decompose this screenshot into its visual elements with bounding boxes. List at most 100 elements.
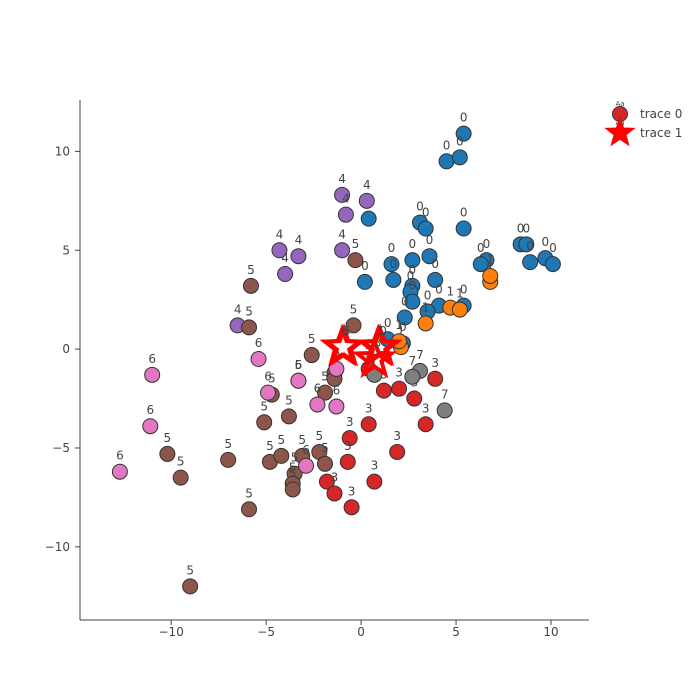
data-point [317, 384, 334, 401]
data-label: 0 [435, 283, 443, 297]
data-label: 0 [526, 239, 534, 253]
data-label: 5 [245, 486, 253, 500]
data-point [326, 485, 343, 502]
data-point [406, 390, 423, 407]
data-point [421, 248, 438, 265]
data-label: 5 [289, 461, 297, 475]
data-label: 5 [298, 433, 306, 447]
data-point [303, 347, 320, 364]
data-point [182, 578, 199, 595]
data-point [144, 366, 161, 383]
data-label: 6 [333, 383, 341, 397]
data-label: 0 [388, 241, 396, 255]
x-tick-label: −10 [159, 625, 184, 639]
x-tick-label: 10 [543, 625, 558, 639]
data-label: 1 [486, 253, 494, 267]
data-label: 0 [401, 294, 409, 308]
data-point [347, 252, 364, 269]
data-label: 5 [224, 437, 232, 451]
data-label: 4 [342, 192, 350, 206]
y-tick-label: 10 [55, 144, 70, 158]
data-label: 1 [422, 300, 430, 314]
data-point [522, 254, 539, 271]
data-point [334, 242, 351, 259]
data-point [290, 372, 307, 389]
data-point [317, 455, 334, 472]
data-label: 5 [285, 393, 293, 407]
legend-label: trace 1 [640, 126, 682, 140]
y-tick-label: 0 [62, 342, 70, 356]
star-point [319, 323, 365, 367]
data-label: 5 [247, 263, 255, 277]
data-label: 0 [477, 241, 485, 255]
data-label: 1 [447, 285, 455, 299]
data-point [142, 418, 159, 435]
data-point [309, 396, 326, 413]
data-label: 0 [384, 316, 392, 330]
data-point [396, 309, 413, 326]
data-label: 5 [315, 429, 323, 443]
data-point [273, 447, 290, 464]
data-label: 0 [443, 138, 451, 152]
data-label: 0 [517, 221, 525, 235]
star-point [355, 323, 401, 367]
data-label: 5 [289, 467, 297, 481]
data-label: 4 [338, 227, 346, 241]
data-label: 7 [441, 387, 449, 401]
data-point [111, 463, 128, 480]
data-label: 0 [407, 269, 415, 283]
data-label: 0 [523, 221, 531, 235]
legend-text-symbol: Aa [615, 119, 624, 127]
legend: Aa trace 0 Aa trace 1 [604, 100, 682, 147]
data-point [427, 370, 444, 387]
data-point [391, 380, 408, 397]
data-label: 6 [146, 403, 154, 417]
data-label: 4 [363, 178, 371, 192]
data-label: 5 [350, 302, 358, 316]
data-point [472, 256, 489, 273]
data-point [436, 402, 453, 419]
data-point [159, 445, 176, 462]
data-label: 0 [422, 206, 430, 220]
data-label: 4 [276, 227, 284, 241]
data-point [250, 351, 267, 368]
data-point [220, 451, 237, 468]
data-point [298, 457, 315, 474]
data-point [417, 416, 434, 433]
data-point [451, 149, 468, 166]
data-label: 1 [395, 318, 403, 332]
data-label: 1 [456, 287, 464, 301]
data-label: 3 [393, 429, 401, 443]
data-point [360, 416, 377, 433]
data-point [451, 301, 468, 318]
plot-area: 0000000000000000000000000000011111113333… [111, 111, 561, 595]
data-label: 5 [268, 372, 276, 386]
data-label: 0 [424, 289, 432, 303]
data-point [482, 267, 499, 284]
data-label: 3 [422, 401, 430, 415]
data-label: 4 [338, 172, 346, 186]
star-label: 1 [377, 324, 385, 338]
data-label: 5 [291, 451, 299, 465]
data-point [455, 125, 472, 142]
data-label: 0 [456, 134, 464, 148]
data-label: 5 [321, 441, 329, 455]
data-point [383, 256, 400, 273]
data-label: 3 [395, 366, 403, 380]
data-point [277, 265, 294, 282]
data-label: 3 [331, 470, 339, 484]
data-label: 7 [416, 348, 424, 362]
y-tick-label: −10 [45, 540, 70, 554]
data-label: 4 [234, 302, 242, 316]
data-point [417, 315, 434, 332]
data-point [284, 481, 301, 498]
data-point [343, 499, 360, 516]
data-label: 0 [426, 233, 434, 247]
y-tick-label: −5 [52, 441, 70, 455]
data-label: 0 [460, 111, 468, 125]
data-label: 5 [352, 237, 360, 251]
data-point [242, 277, 259, 294]
data-label: 0 [549, 241, 557, 255]
data-label: 0 [416, 200, 424, 214]
